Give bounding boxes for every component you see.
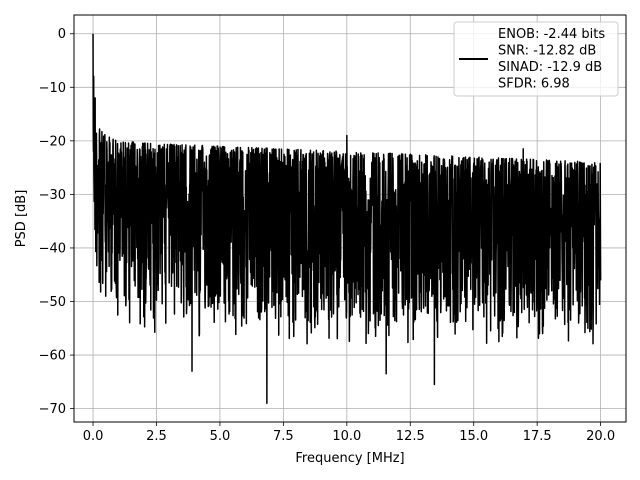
legend-box — [453, 21, 619, 97]
legend-enob: ENOB: -2.44 bits — [498, 27, 605, 42]
y-tick-label: −60 — [39, 349, 66, 364]
y-tick-label: −50 — [39, 295, 66, 310]
legend-snr: SNR: -12.82 dB — [498, 44, 596, 59]
y-tick-label: −10 — [39, 81, 66, 96]
y-tick-label: 0 — [58, 27, 66, 42]
x-tick-label: 7.5 — [273, 429, 294, 444]
legend-sinad: SINAD: -12.9 dB — [498, 60, 602, 75]
psd-series-line — [92, 33, 602, 405]
y-tick-label: −30 — [39, 188, 66, 203]
x-tick-label: 12.5 — [396, 429, 425, 444]
x-axis-label: Frequency [MHz] — [295, 451, 404, 466]
x-tick-label: 2.5 — [146, 429, 167, 444]
legend: ENOB: -2.44 bits SNR: -12.82 dB SINAD: -… — [453, 21, 619, 97]
y-tick-label: −70 — [39, 402, 66, 417]
y-tick-label: −20 — [39, 134, 66, 149]
x-axis-ticks: 0.0 2.5 5.0 7.5 10.0 12.5 15.0 17.5 20.0 — [83, 422, 615, 444]
y-axis-ticks: 0 −10 −20 −30 −40 −50 −60 −70 — [39, 27, 74, 417]
x-tick-label: 15.0 — [459, 429, 488, 444]
x-tick-label: 20.0 — [586, 429, 615, 444]
x-tick-label: 0.0 — [83, 429, 104, 444]
x-tick-label: 10.0 — [332, 429, 361, 444]
plot-area — [92, 33, 602, 405]
axes-frame — [73, 14, 627, 423]
x-tick-label: 17.5 — [523, 429, 552, 444]
y-tick-label: −40 — [39, 241, 66, 256]
y-axis-label: PSD [dB] — [14, 190, 29, 248]
legend-sfdr: SFDR: 6.98 — [498, 77, 570, 92]
x-tick-label: 5.0 — [210, 429, 231, 444]
